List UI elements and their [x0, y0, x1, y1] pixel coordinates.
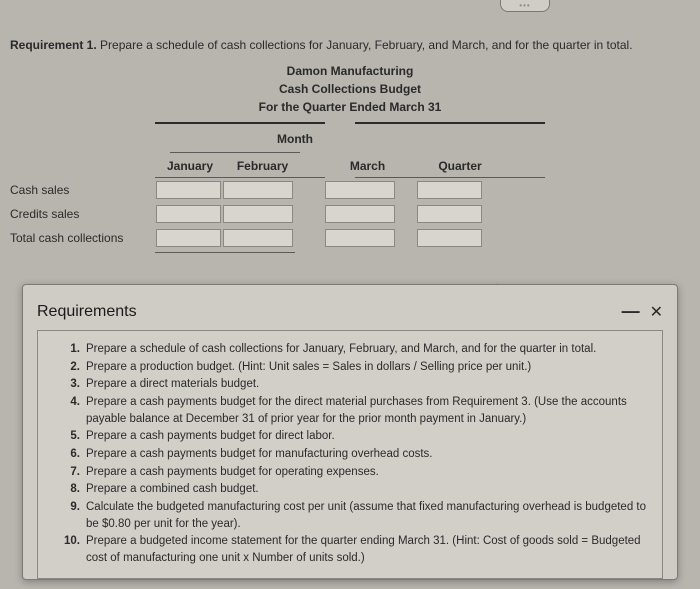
requirements-box: 1.Prepare a schedule of cash collections…: [37, 330, 663, 579]
month-column-header: Month: [155, 128, 435, 150]
label-cash-sales: Cash sales: [10, 183, 155, 197]
label-total: Total cash collections: [10, 231, 155, 245]
col-header-march: March: [330, 155, 405, 177]
requirement-item: 10.Prepare a budgeted income statement f…: [68, 533, 650, 566]
company-name: Damon Manufacturing: [0, 62, 700, 80]
input-credits-sales-feb[interactable]: [223, 205, 293, 223]
input-cash-sales-jan[interactable]: [156, 181, 221, 199]
row-credits-sales: Credits sales: [10, 202, 570, 226]
col-header-january: January: [155, 155, 225, 177]
requirement-item: 3.Prepare a direct materials budget.: [68, 376, 650, 393]
input-credits-sales-jan[interactable]: [156, 205, 221, 223]
label-credits-sales: Credits sales: [10, 207, 155, 221]
requirement-1-header: Requirement 1. Prepare a schedule of cas…: [10, 38, 633, 52]
col-header-february: February: [225, 155, 300, 177]
input-total-jan[interactable]: [156, 229, 221, 247]
row-cash-sales: Cash sales: [10, 178, 570, 202]
budget-title: Cash Collections Budget: [0, 80, 700, 98]
budget-table: Month January February March Quarter Cas…: [10, 122, 570, 253]
close-icon[interactable]: ✕: [650, 302, 663, 322]
requirement-1-text: Prepare a schedule of cash collections f…: [100, 38, 633, 52]
requirement-item: 8.Prepare a combined cash budget.: [68, 481, 650, 498]
input-cash-sales-feb[interactable]: [223, 181, 293, 199]
input-total-mar[interactable]: [325, 229, 395, 247]
requirement-item: 6.Prepare a cash payments budget for man…: [68, 446, 650, 463]
requirement-item: 5.Prepare a cash payments budget for dir…: [68, 428, 650, 445]
requirement-item: 1.Prepare a schedule of cash collections…: [68, 341, 650, 358]
input-credits-sales-mar[interactable]: [325, 205, 395, 223]
input-cash-sales-qtr[interactable]: [417, 181, 482, 199]
requirements-list: 1.Prepare a schedule of cash collections…: [68, 341, 650, 567]
requirements-modal: Requirements — ✕ 1.Prepare a schedule of…: [22, 284, 678, 580]
budget-header: Damon Manufacturing Cash Collections Bud…: [0, 62, 700, 116]
input-credits-sales-qtr[interactable]: [417, 205, 482, 223]
input-cash-sales-mar[interactable]: [325, 181, 395, 199]
input-total-qtr[interactable]: [417, 229, 482, 247]
requirement-item: 4.Prepare a cash payments budget for the…: [68, 394, 650, 427]
requirement-item: 7.Prepare a cash payments budget for ope…: [68, 464, 650, 481]
requirement-1-label: Requirement 1.: [10, 38, 97, 52]
input-total-feb[interactable]: [223, 229, 293, 247]
minimize-icon[interactable]: —: [622, 301, 640, 322]
top-tab-handle[interactable]: •••: [500, 0, 550, 12]
requirement-item: 9.Calculate the budgeted manufacturing c…: [68, 499, 650, 532]
requirement-item: 2.Prepare a production budget. (Hint: Un…: [68, 359, 650, 376]
budget-period: For the Quarter Ended March 31: [0, 98, 700, 116]
modal-title: Requirements: [37, 303, 137, 321]
row-total: Total cash collections: [10, 226, 570, 250]
col-header-quarter: Quarter: [425, 155, 495, 177]
